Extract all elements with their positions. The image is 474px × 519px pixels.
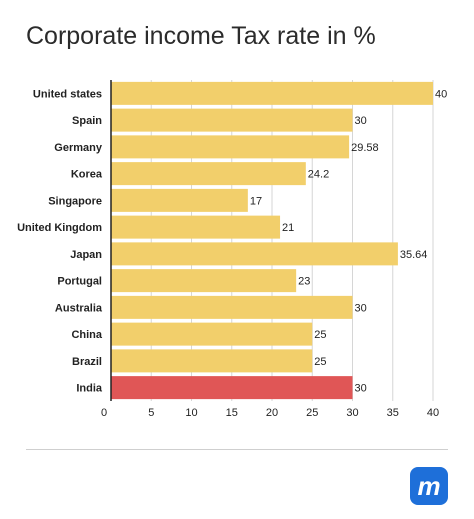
bar-korea [111,162,306,186]
bar-portugal [111,269,297,293]
value-label-united-kingdom: 21 [282,222,294,234]
bar-china [111,322,313,346]
x-tick-label-5: 25 [306,407,318,419]
bar-brazil [111,349,313,373]
bar-germany [111,135,350,159]
category-label-germany: Germany [54,142,103,154]
value-label-korea: 24.2 [308,169,329,181]
category-label-portugal: Portugal [57,276,102,288]
category-label-singapore: Singapore [48,195,102,207]
value-label-china: 25 [314,329,326,341]
x-tick-label-8: 40 [427,407,439,419]
value-label-singapore: 17 [250,195,262,207]
x-tick-label-1: 5 [148,407,154,419]
value-label-portugal: 23 [298,276,310,288]
x-axis-ticks: 0 5 10 15 20 25 30 35 40 [101,407,439,419]
category-label-brazil: Brazil [72,356,102,368]
footer-divider [26,449,448,450]
category-label-australia: Australia [55,302,103,314]
bar-chart: United states Spain Germany Korea Singapore U… [17,80,447,419]
value-label-brazil: 25 [314,356,326,368]
bar-united-states [111,81,433,105]
value-label-united-states: 40 [435,88,447,100]
category-label-japan: Japan [70,249,102,261]
category-label-spain: Spain [72,115,102,127]
bar-united-kingdom [111,215,281,239]
x-tick-label-6: 30 [346,407,358,419]
bar-japan [111,242,398,266]
x-tick-label-7: 35 [387,407,399,419]
x-tick-label-4: 20 [266,407,278,419]
grid-lines [150,80,434,401]
brand-logo-icon: m [410,467,448,505]
bars [111,81,433,400]
bar-australia [111,295,353,319]
bar-india [111,376,353,400]
category-label-china: China [71,329,102,341]
x-tick-label-0: 0 [101,407,107,419]
category-label-korea: Korea [71,169,103,181]
value-label-india: 30 [355,383,367,395]
x-tick-label-3: 15 [226,407,238,419]
bar-spain [111,108,353,132]
category-label-india: India [76,383,103,395]
x-tick-label-2: 10 [185,407,197,419]
value-label-australia: 30 [355,302,367,314]
bar-singapore [111,188,248,212]
value-label-germany: 29.58 [351,142,379,154]
value-labels: 40 30 29.58 24.2 17 21 35.64 23 30 25 25 30 [250,88,447,394]
chart-title: Corporate income Tax rate in % [26,22,376,50]
category-label-united-states: United states [33,88,102,100]
brand-logo-letter: m [417,471,440,501]
category-label-united-kingdom: United Kingdom [17,222,102,234]
value-label-spain: 30 [355,115,367,127]
category-labels: United states Spain Germany Korea Singapore U… [17,88,103,394]
value-label-japan: 35.64 [400,249,428,261]
